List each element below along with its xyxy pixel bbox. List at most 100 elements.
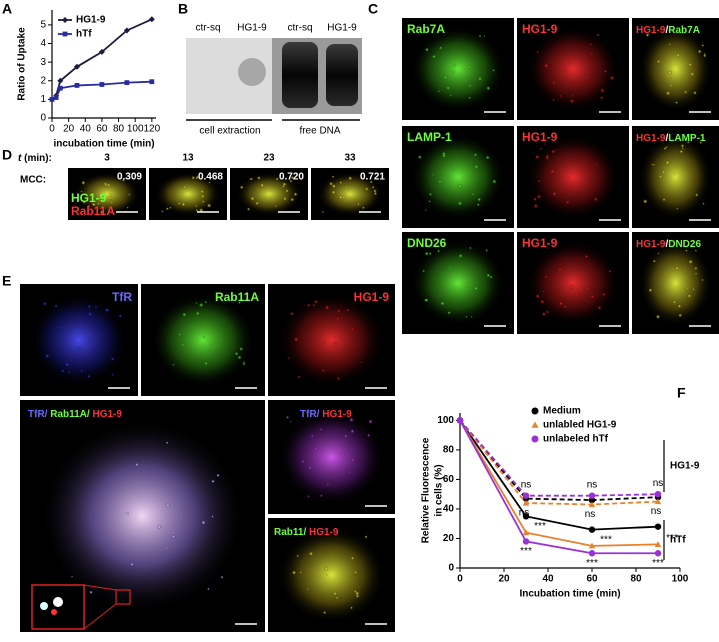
puncta xyxy=(546,246,549,250)
time-unit: (min): xyxy=(21,153,52,164)
puncta xyxy=(645,32,650,38)
puncta xyxy=(335,596,339,600)
puncta xyxy=(284,188,289,193)
time-value: 13 xyxy=(182,153,194,164)
puncta xyxy=(307,494,310,498)
inset-link xyxy=(83,584,117,591)
puncta xyxy=(195,302,198,305)
marker xyxy=(531,421,539,428)
puncta xyxy=(371,185,375,189)
puncta xyxy=(476,203,480,207)
puncta xyxy=(655,314,661,320)
marker xyxy=(73,63,80,70)
puncta xyxy=(42,301,47,306)
puncta xyxy=(686,287,689,290)
channel-label: Rab11A xyxy=(215,290,259,304)
marker xyxy=(456,417,464,424)
merge-label-part: Rab7A xyxy=(668,25,700,36)
puncta xyxy=(237,355,242,360)
puncta xyxy=(543,63,549,69)
marker xyxy=(74,83,80,88)
marker xyxy=(53,95,59,100)
puncta xyxy=(111,373,114,377)
puncta xyxy=(128,193,131,196)
puncta xyxy=(289,420,292,423)
puncta xyxy=(322,341,326,345)
puncta xyxy=(285,415,290,420)
marker xyxy=(588,550,596,557)
puncta xyxy=(344,185,349,189)
puncta xyxy=(565,200,570,205)
puncta xyxy=(234,351,239,356)
series-line xyxy=(459,419,659,547)
puncta xyxy=(667,70,673,75)
puncta xyxy=(282,196,288,201)
x-tick-label: 0 xyxy=(49,124,55,135)
puncta xyxy=(534,154,540,160)
puncta xyxy=(452,63,457,67)
puncta xyxy=(586,76,590,80)
group-label: free DNA xyxy=(299,126,340,137)
puncta xyxy=(324,305,330,311)
inset-spot xyxy=(53,597,63,607)
puncta xyxy=(169,206,172,210)
puncta xyxy=(104,307,110,313)
puncta xyxy=(237,301,241,305)
marker xyxy=(654,490,662,498)
puncta xyxy=(343,434,348,439)
puncta xyxy=(200,194,205,199)
puncta xyxy=(432,173,435,177)
puncta xyxy=(465,315,468,319)
puncta xyxy=(211,515,214,518)
x-tick-label: 0 xyxy=(457,574,463,585)
significance: *** xyxy=(652,558,664,569)
series-line xyxy=(459,419,659,497)
puncta xyxy=(670,76,674,80)
puncta xyxy=(328,181,334,187)
inset-link xyxy=(83,603,117,630)
puncta xyxy=(199,189,205,194)
marker xyxy=(531,435,539,443)
puncta xyxy=(293,336,299,342)
puncta xyxy=(662,197,666,202)
puncta xyxy=(76,346,81,352)
puncta xyxy=(121,178,125,182)
puncta xyxy=(648,287,653,293)
channel-label: DND26 xyxy=(407,236,447,250)
puncta xyxy=(557,267,563,272)
puncta xyxy=(658,174,663,179)
puncta xyxy=(571,94,575,98)
merge-label-part: HG1-9 xyxy=(309,527,339,538)
puncta xyxy=(56,326,60,329)
significance: *** xyxy=(666,533,678,544)
puncta xyxy=(172,363,175,366)
marker xyxy=(654,523,662,530)
puncta xyxy=(349,606,354,610)
puncta xyxy=(468,96,472,100)
merge-label-part: HG1-9 xyxy=(92,409,122,420)
puncta xyxy=(437,249,441,253)
puncta xyxy=(440,301,445,306)
puncta xyxy=(350,429,355,434)
x-tick-label: 80 xyxy=(113,124,125,135)
puncta xyxy=(563,304,567,309)
panel-letter: B xyxy=(178,1,188,17)
puncta xyxy=(323,565,329,571)
puncta xyxy=(667,274,672,278)
cell-signal xyxy=(410,240,506,326)
puncta xyxy=(192,350,196,353)
puncta xyxy=(559,94,562,98)
puncta xyxy=(332,341,338,347)
puncta xyxy=(45,353,50,359)
puncta xyxy=(322,610,327,615)
puncta xyxy=(306,303,311,308)
puncta xyxy=(590,294,595,299)
x-tick-label: 40 xyxy=(542,574,554,585)
puncta xyxy=(68,371,71,374)
puncta xyxy=(165,547,169,550)
puncta xyxy=(473,152,478,157)
x-tick-label: 60 xyxy=(96,124,108,135)
puncta xyxy=(178,333,182,336)
significance: *** xyxy=(534,521,546,532)
puncta xyxy=(171,531,175,535)
